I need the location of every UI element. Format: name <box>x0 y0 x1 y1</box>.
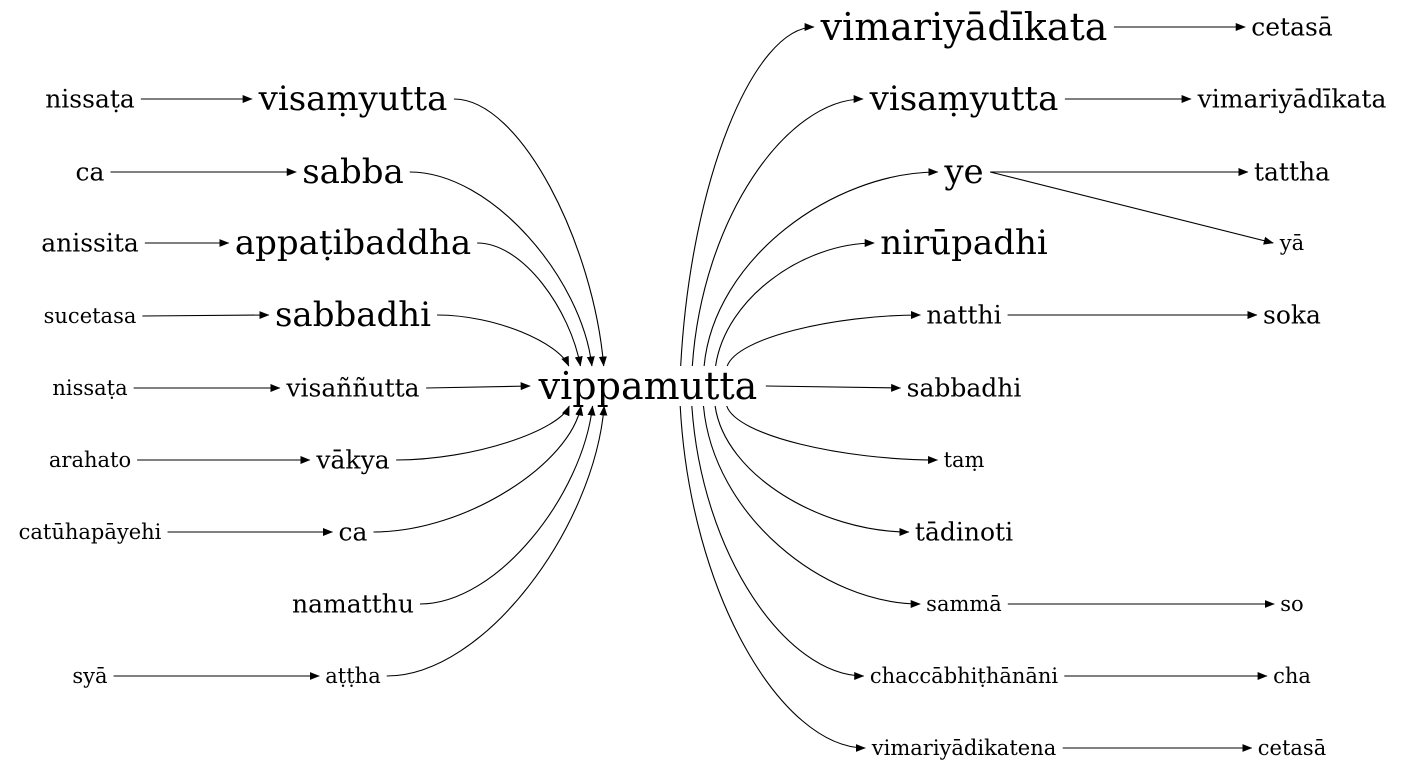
node-l-visamyutta: visaṃyutta <box>258 79 448 119</box>
node-r-tadinoti: tādinoti <box>915 518 1013 547</box>
node-s-catuhapayehi: catūhapāyehi <box>19 520 162 544</box>
edge-vippamutta-to-r-sabbadhi <box>765 383 902 392</box>
node-s-sucetasa: sucetasa <box>44 304 137 328</box>
node-t-vimariyadikata: vimariyādīkata <box>1197 85 1387 114</box>
edge-s-sucetasa-to-l-sabbadhi <box>142 311 270 320</box>
node-t-ya: yā <box>1279 231 1304 255</box>
edge-vippamutta-to-r-samma <box>702 405 921 608</box>
edge-l-attha-to-vippamutta <box>386 405 608 677</box>
edge-l-vakya-to-vippamutta <box>396 405 570 461</box>
node-r-tam: taṃ <box>944 448 985 472</box>
edge-r-ye-to-t-ya <box>990 171 1274 245</box>
edge-vippamutta-to-r-nirupadhi <box>715 239 875 367</box>
node-l-namatthu: namatthu <box>292 590 414 619</box>
node-r-ye: ye <box>943 152 983 192</box>
node-t-so: so <box>1280 592 1303 616</box>
edge-layer <box>110 23 1275 752</box>
node-r-nirupadhi: nirūpadhi <box>880 223 1048 263</box>
node-r-vimariyadikata: vimariyādīkata <box>820 5 1108 49</box>
node-s-nissata1: nissaṭa <box>45 85 135 114</box>
node-t-cetasa2: cetasā <box>1258 736 1326 760</box>
edge-l-ca-to-vippamutta <box>373 405 584 533</box>
node-s-ca: ca <box>76 158 105 187</box>
node-s-nissata2: nissaṭa <box>52 376 127 400</box>
node-l-vakya: vākya <box>315 446 389 475</box>
node-layer: vippamutta visaṃyutta sabba appaṭibaddha sab… <box>19 5 1387 760</box>
node-t-soka: soka <box>1263 301 1321 330</box>
edge-vippamutta-to-r-ye <box>703 168 939 367</box>
edge-l-visannutta-to-vippamutta <box>426 382 531 391</box>
node-l-attha: aṭṭha <box>325 664 380 688</box>
edge-l-visamyutta-to-vippamutta <box>453 98 607 367</box>
edge-vippamutta-to-r-vimariyadikatena <box>679 405 866 752</box>
edge-l-appatibaddha-to-vippamutta <box>477 242 583 367</box>
edge-vippamutta-to-r-tadinoti <box>714 405 910 536</box>
node-r-chacca: chaccābhiṭhānāni <box>870 664 1059 688</box>
node-vippamutta: vippamutta <box>538 364 758 408</box>
edge-vippamutta-to-r-natthi <box>726 311 921 367</box>
node-s-sya: syā <box>72 664 107 688</box>
node-r-samma: sammā <box>926 592 1002 616</box>
node-l-ca: ca <box>339 518 368 547</box>
node-r-sabbadhi: sabbadhi <box>907 374 1022 403</box>
node-t-tattha: tattha <box>1254 158 1330 187</box>
node-l-appatibaddha: appaṭibaddha <box>235 223 471 263</box>
edge-vippamutta-to-r-vimariyadikata <box>680 23 815 367</box>
node-s-arahato: arahato <box>49 448 131 472</box>
node-r-natthi: natthi <box>926 301 1001 330</box>
edge-vippamutta-to-r-tam <box>726 405 939 464</box>
node-l-sabbadhi: sabbadhi <box>275 295 431 335</box>
node-t-cetasa1: cetasā <box>1251 13 1333 42</box>
edge-vippamutta-to-r-chacca <box>691 405 865 680</box>
edge-l-sabba-to-vippamutta <box>409 171 595 367</box>
node-s-anissita: anissita <box>41 229 139 258</box>
edge-vippamutta-to-r-visamyutta <box>691 95 864 367</box>
node-l-visannutta: visaññutta <box>285 374 419 403</box>
node-r-visamyutta: visaṃyutta <box>869 79 1059 119</box>
node-t-cha: cha <box>1273 664 1311 688</box>
node-r-vimariyadikatena: vimariyādikatena <box>871 736 1056 760</box>
node-l-sabba: sabba <box>302 152 404 192</box>
edge-l-namatthu-to-vippamutta <box>419 405 596 605</box>
edge-l-sabbadhi-to-vippamutta <box>437 314 570 367</box>
